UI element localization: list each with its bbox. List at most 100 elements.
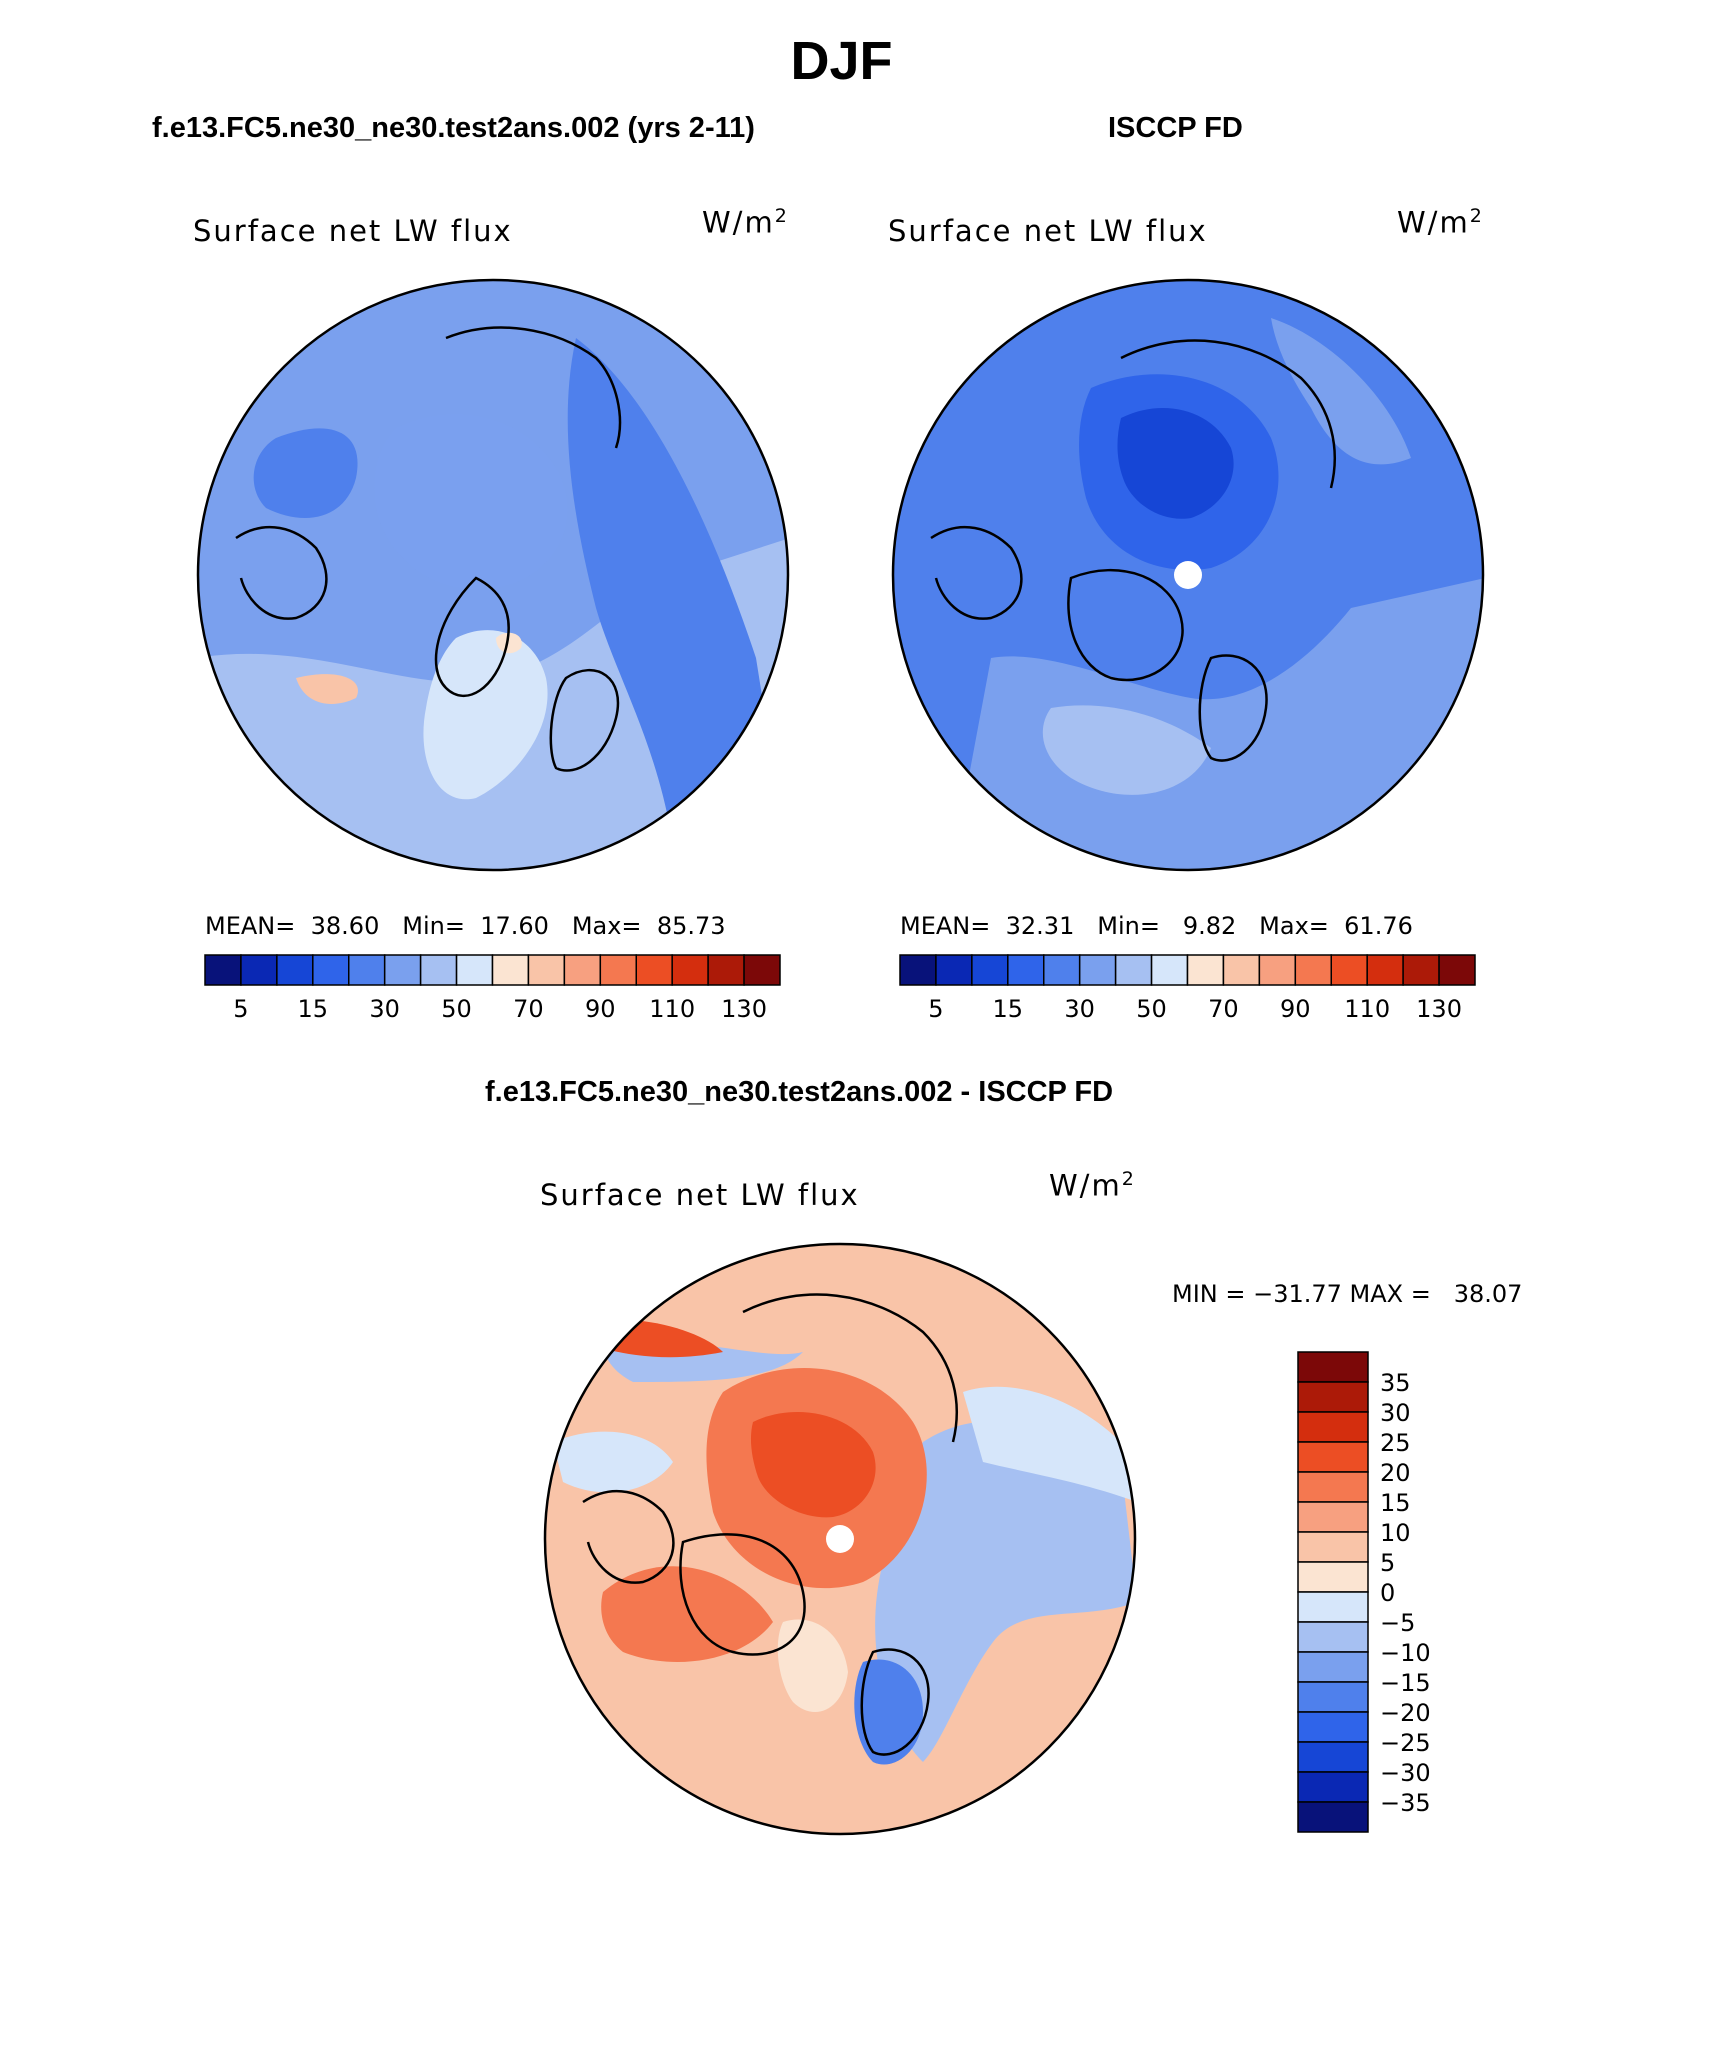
colorbar-box: [1297, 1741, 1369, 1773]
colorbar-box: [671, 954, 709, 986]
colorbar-box: [599, 954, 637, 986]
colorbar-box: [527, 954, 566, 986]
map1-coastline-1: [235, 525, 328, 620]
colorbar-tick-label: 5: [1380, 1549, 1395, 1577]
panel2-case-title: ISCCP FD: [1108, 112, 1243, 144]
colorbar-box: [899, 954, 937, 986]
map1-field-warm-1: [296, 674, 358, 704]
colorbar-box: [1297, 1351, 1369, 1383]
map1-field-pale: [423, 630, 548, 800]
colorbar-tick-label: 5: [928, 995, 943, 1023]
colorbar-box: [204, 954, 242, 986]
map2-coastline-3: [1198, 654, 1268, 762]
colorbar-tick-label: 15: [298, 995, 329, 1023]
colorbar-tick-label: 30: [1064, 995, 1095, 1023]
colorbar-box: [419, 954, 458, 986]
colorbar-box: [1150, 954, 1189, 986]
colorbar-tick-label: −5: [1380, 1609, 1415, 1637]
colorbar-box: [1297, 1801, 1369, 1833]
colorbar-tick-label: −10: [1380, 1639, 1431, 1667]
colorbar-box: [707, 954, 745, 986]
map3-field-pale-east: [963, 1386, 1135, 1502]
panel2-variable-label: Surface net LW flux: [888, 214, 1208, 248]
panel1-polar-map: [196, 278, 790, 872]
colorbar-box: [1402, 954, 1440, 986]
colorbar-tick-label: 10: [1380, 1519, 1411, 1547]
colorbar-box: [312, 954, 350, 986]
map1-coastline-2: [434, 576, 510, 698]
colorbar-box: [1297, 1381, 1369, 1413]
colorbar-box: [743, 954, 781, 986]
map3-coastline-3: [860, 1648, 930, 1756]
panel1-colorbar: 5 15 30 50 70 90 110 130: [204, 954, 781, 1023]
map3-coastline-4: [742, 1293, 958, 1443]
colorbar-tick-label: 30: [369, 995, 400, 1023]
colorbar-box: [1043, 954, 1081, 986]
colorbar-box: [1007, 954, 1045, 986]
colorbar-tick-label: 70: [1208, 995, 1239, 1023]
colorbar-tick-label: 110: [649, 995, 695, 1023]
colorbar-tick-label: 0: [1380, 1579, 1395, 1607]
panel2-units: W/m2: [1397, 205, 1484, 240]
colorbar-box: [1297, 1561, 1369, 1593]
colorbar-box: [383, 954, 422, 986]
colorbar-tick-label: 15: [1380, 1489, 1411, 1517]
colorbar-tick-label: 70: [513, 995, 544, 1023]
map3-field-blue-scand: [854, 1659, 923, 1765]
colorbar-box: [1297, 1441, 1369, 1473]
colorbar-box: [1366, 954, 1404, 986]
map2-coastline-4: [1120, 339, 1336, 489]
panel2-stats: MEAN= 32.31 Min= 9.82 Max= 61.76: [900, 912, 1413, 940]
colorbar-tick-label: 130: [721, 995, 767, 1023]
colorbar-box: [635, 954, 673, 986]
colorbar-box: [1297, 1681, 1369, 1713]
colorbar-tick-label: 35: [1380, 1369, 1411, 1397]
colorbar-box: [1297, 1531, 1369, 1563]
colorbar-box: [491, 954, 530, 986]
colorbar-tick-label: 130: [1416, 995, 1462, 1023]
colorbar-box: [1297, 1651, 1369, 1683]
panel2-colorbar: 5 15 30 50 70 90 110 130: [899, 954, 1476, 1023]
colorbar-box: [1297, 1471, 1369, 1503]
colorbar-box: [563, 954, 602, 986]
map1-field-blue: [567, 338, 788, 870]
map3-coastline-2: [679, 1533, 806, 1656]
panel1-case-title: f.e13.FC5.ne30_ne30.test2ans.002 (yrs 2-…: [152, 112, 755, 144]
map3-coastline-1: [582, 1489, 675, 1584]
map1-coastline-3: [549, 668, 620, 772]
map2-field-pale: [1042, 705, 1211, 795]
map3-field-dark-center: [750, 1412, 876, 1518]
colorbar-tick-label: 50: [441, 995, 472, 1023]
map1-field-warm-2: [496, 632, 522, 654]
map3-field-pale-pacific: [553, 1431, 673, 1493]
map3-field-blue-east: [875, 1421, 1135, 1762]
colorbar-box: [1438, 954, 1476, 986]
map2-field-lightblue: [951, 578, 1483, 870]
panel3-case-title: f.e13.FC5.ne30_ne30.test2ans.002 - ISCCP…: [485, 1076, 1114, 1108]
map3-pole-hole: [826, 1525, 854, 1553]
colorbar-box: [1114, 954, 1153, 986]
map1-field-darkblue: [253, 428, 358, 518]
colorbar-tick-label: −35: [1380, 1789, 1431, 1817]
panel3-units: W/m2: [1049, 1168, 1136, 1203]
colorbar-box: [1330, 954, 1368, 986]
colorbar-box: [276, 954, 314, 986]
colorbar-box: [1297, 1711, 1369, 1743]
colorbar-tick-label: 20: [1380, 1459, 1411, 1487]
colorbar-tick-label: −20: [1380, 1699, 1431, 1727]
map1-coastline-4: [445, 326, 622, 449]
colorbar-box: [1297, 1411, 1369, 1443]
colorbar-box: [240, 954, 278, 986]
colorbar-box: [348, 954, 386, 986]
colorbar-tick-label: 110: [1344, 995, 1390, 1023]
colorbar-tick-label: 25: [1380, 1429, 1411, 1457]
panel1-units: W/m2: [702, 205, 789, 240]
map3-field-pale-atlantic: [777, 1619, 848, 1712]
panel2-polar-map: [891, 278, 1485, 872]
figure-title: DJF: [790, 31, 893, 91]
colorbar-box: [1186, 954, 1225, 986]
colorbar-box: [1297, 1591, 1369, 1623]
colorbar-box: [455, 954, 494, 986]
map3-field-greenland: [601, 1566, 773, 1662]
map2-field-deepblue: [1117, 408, 1234, 519]
